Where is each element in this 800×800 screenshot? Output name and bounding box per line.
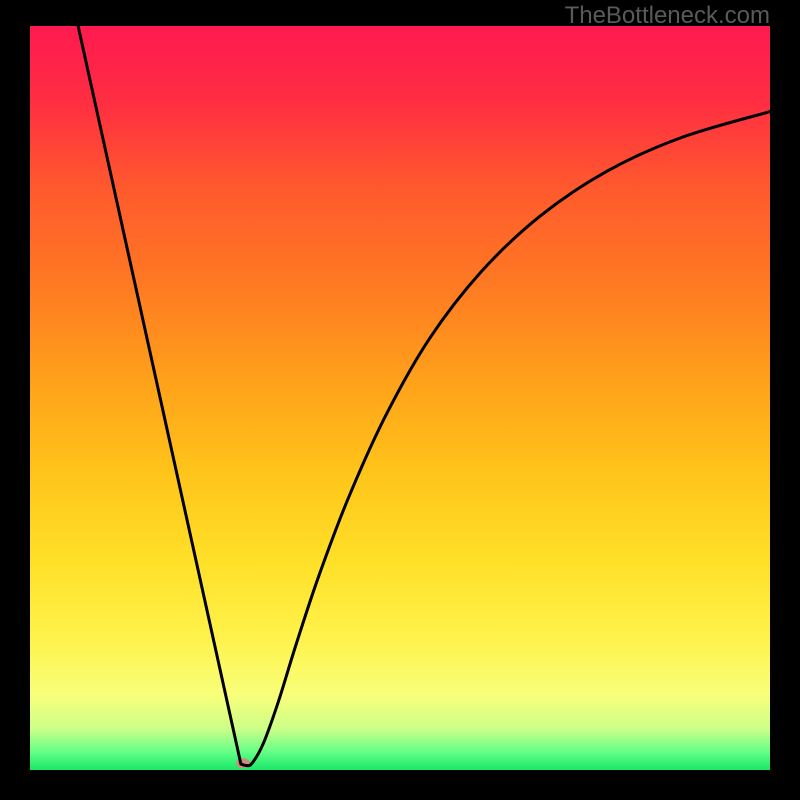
watermark-text: TheBottleneck.com <box>565 2 770 30</box>
bottleneck-chart <box>0 0 800 800</box>
plot-background <box>30 26 770 770</box>
frame-left <box>0 0 30 800</box>
frame-right <box>770 0 800 800</box>
frame-bottom <box>0 770 800 800</box>
